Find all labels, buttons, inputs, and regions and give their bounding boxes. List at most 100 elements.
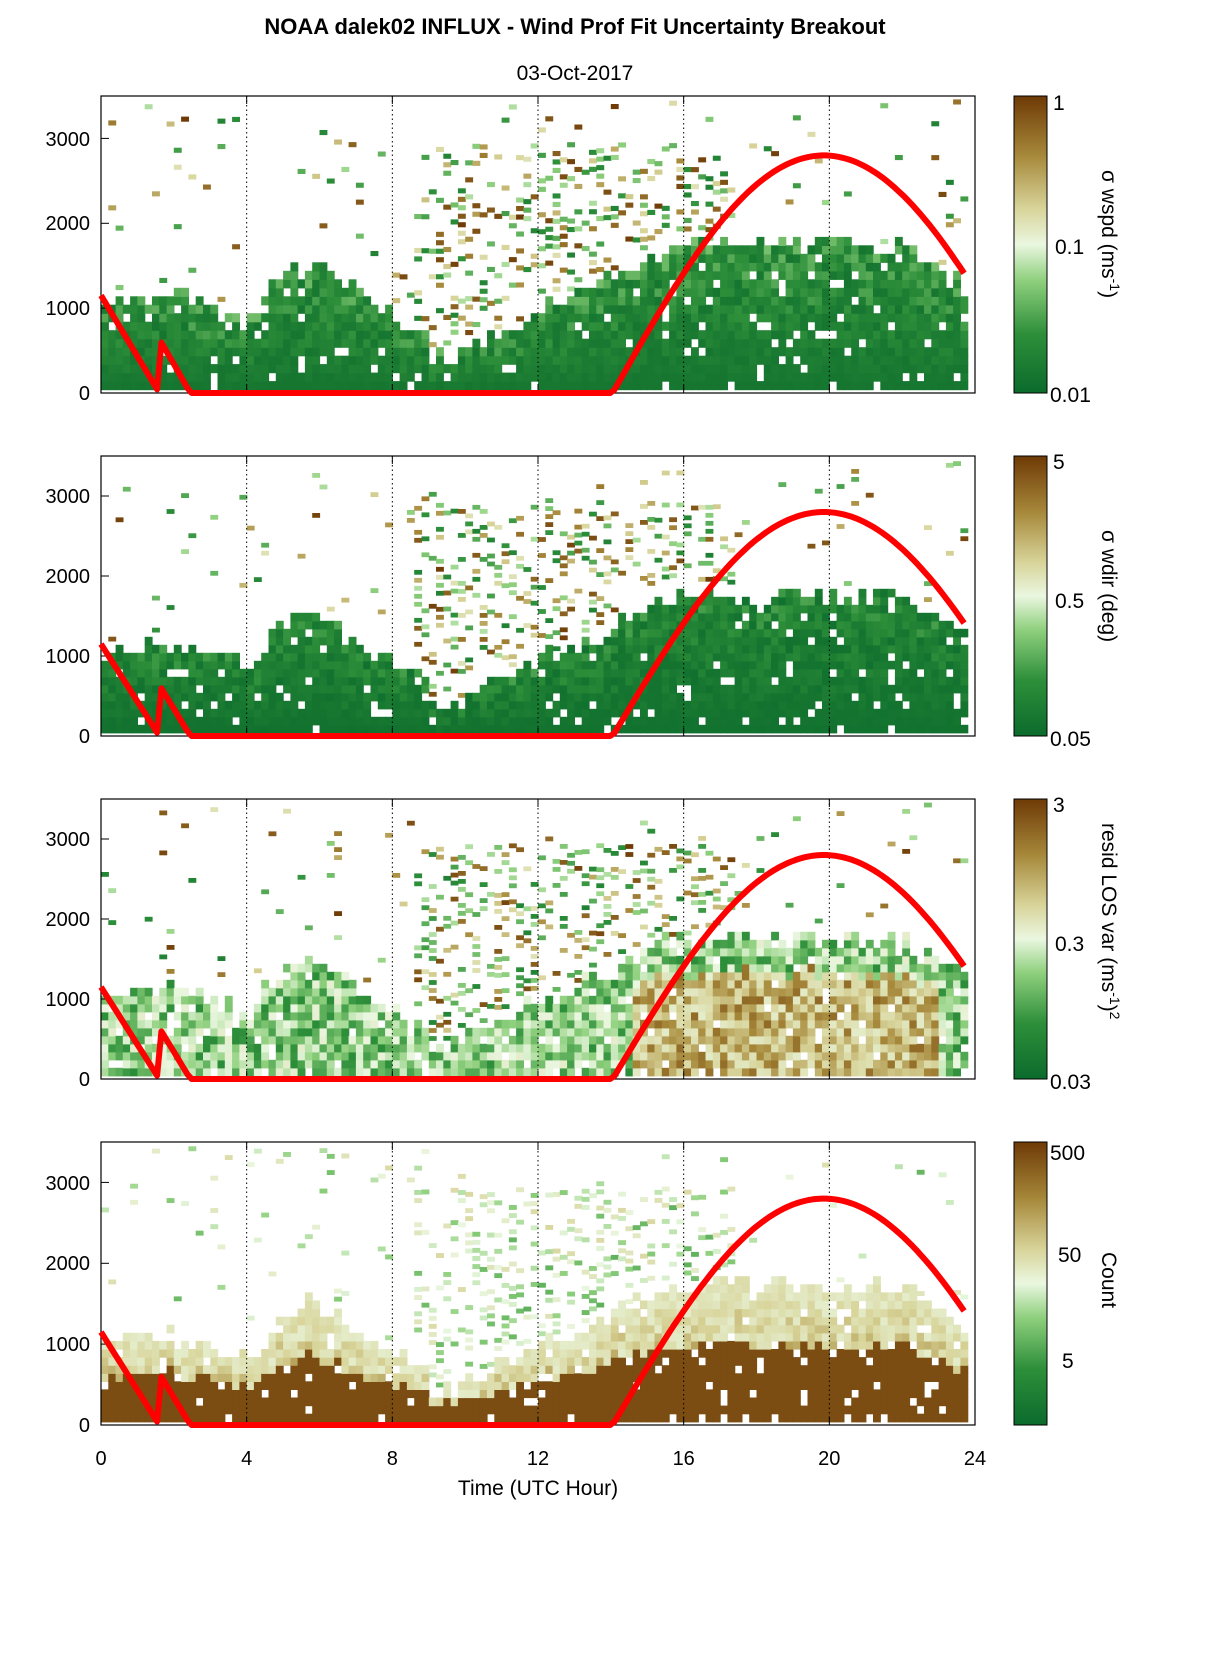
heatmap-cell — [734, 947, 743, 957]
heatmap-cell — [326, 287, 335, 297]
heatmap-cell — [326, 724, 335, 734]
heatmap-cell — [239, 1011, 248, 1021]
heatmap-cell — [625, 194, 634, 200]
heatmap-cell — [159, 1019, 168, 1029]
heatmap-cell — [173, 330, 182, 340]
heatmap-cell — [785, 644, 794, 654]
heatmap-cell — [144, 330, 153, 340]
heatmap-cell — [567, 364, 575, 374]
heatmap-cell — [894, 628, 903, 638]
heatmap-cell — [902, 287, 911, 297]
heatmap-cell — [130, 660, 138, 670]
heatmap-cell — [778, 724, 787, 734]
heatmap-cell — [203, 700, 211, 710]
heatmap-cell — [610, 867, 619, 872]
heatmap-cell — [763, 955, 772, 965]
heatmap-cell — [421, 364, 430, 374]
heatmap-cell — [574, 724, 583, 734]
heatmap-cell — [785, 1051, 794, 1061]
heatmap-cell — [501, 1059, 510, 1069]
heatmap-cell — [931, 652, 940, 662]
heatmap-cell — [836, 963, 845, 973]
heatmap-cell — [581, 347, 590, 357]
heatmap-cell — [771, 1051, 779, 1061]
heatmap-cell — [712, 313, 721, 323]
heatmap-cell — [181, 1059, 189, 1069]
heatmap-cell — [647, 884, 656, 890]
heatmap-cell — [253, 676, 262, 686]
heatmap-cell — [516, 708, 524, 718]
heatmap-cell — [523, 199, 532, 205]
heatmap-cell — [487, 1067, 495, 1077]
heatmap-cell — [377, 1035, 386, 1045]
heatmap-cell — [217, 1051, 226, 1061]
heatmap-cell — [894, 279, 903, 289]
heatmap-cell — [523, 1043, 532, 1053]
heatmap-cell — [887, 684, 896, 694]
heatmap-cell — [552, 1027, 561, 1037]
heatmap-cell — [792, 245, 801, 255]
heatmap-cell — [516, 1059, 524, 1069]
heatmap-cell — [275, 708, 284, 718]
heatmap-cell — [443, 1019, 452, 1025]
heatmap-cell — [457, 661, 466, 666]
heatmap-cell — [188, 364, 197, 374]
heatmap-cell — [508, 1059, 517, 1069]
heatmap-cell — [304, 321, 313, 331]
heatmap-cell — [253, 700, 262, 710]
heatmap-cell — [683, 987, 692, 997]
heatmap-cell — [902, 321, 911, 331]
heatmap-cell — [210, 676, 219, 686]
heatmap-cell — [523, 567, 532, 572]
heatmap-cell — [741, 596, 750, 606]
heatmap-cell — [712, 904, 721, 910]
heatmap-cell — [414, 290, 423, 296]
heatmap-cell — [501, 583, 510, 589]
heatmap-cell — [778, 1043, 787, 1053]
heatmap-cell — [712, 620, 721, 630]
heatmap-cell — [188, 716, 197, 726]
heatmap-cell — [916, 644, 925, 654]
heatmap-cell — [640, 372, 648, 382]
heatmap-cell — [603, 979, 612, 989]
heatmap-cell — [370, 692, 379, 702]
heatmap-cell — [261, 1019, 270, 1029]
heatmap-cell — [436, 510, 444, 516]
heatmap-cell — [472, 592, 481, 598]
heatmap-cell — [632, 304, 641, 314]
heatmap-cell — [130, 668, 138, 678]
heatmap-cell — [479, 254, 488, 260]
heatmap-cell — [625, 330, 634, 340]
heatmap-cell — [596, 347, 605, 357]
heatmap-cell — [421, 921, 430, 927]
heatmap-cell — [873, 588, 881, 598]
heatmap-cell — [654, 716, 663, 726]
heatmap-cell — [800, 381, 809, 391]
heatmap-cell — [596, 516, 605, 521]
heatmap-cell — [414, 381, 423, 391]
heatmap-cell — [508, 676, 517, 686]
heatmap-cell — [137, 330, 146, 340]
heatmap-cell — [741, 931, 750, 941]
heatmap-cell — [530, 338, 539, 348]
heatmap-cell — [436, 231, 444, 237]
heatmap-cell — [516, 668, 524, 678]
heatmap-cell — [173, 1067, 182, 1077]
heatmap-cell — [188, 724, 197, 734]
heatmap-cell — [552, 252, 561, 258]
heatmap-cell — [479, 297, 488, 303]
heatmap-cell — [232, 330, 240, 340]
heatmap-cell — [195, 338, 204, 348]
heatmap-cell — [909, 652, 918, 662]
heatmap-cell — [807, 995, 816, 1005]
heatmap-cell — [326, 1027, 335, 1037]
heatmap-cell — [530, 624, 539, 630]
heatmap-cell — [800, 947, 809, 957]
heatmap-cell — [924, 597, 932, 602]
heatmap-cell — [741, 355, 750, 365]
heatmap-cell — [654, 338, 663, 348]
heatmap-cell — [683, 668, 692, 678]
heatmap-cell — [734, 1027, 743, 1037]
heatmap-cell — [661, 708, 670, 718]
heatmap-cell — [297, 716, 306, 726]
